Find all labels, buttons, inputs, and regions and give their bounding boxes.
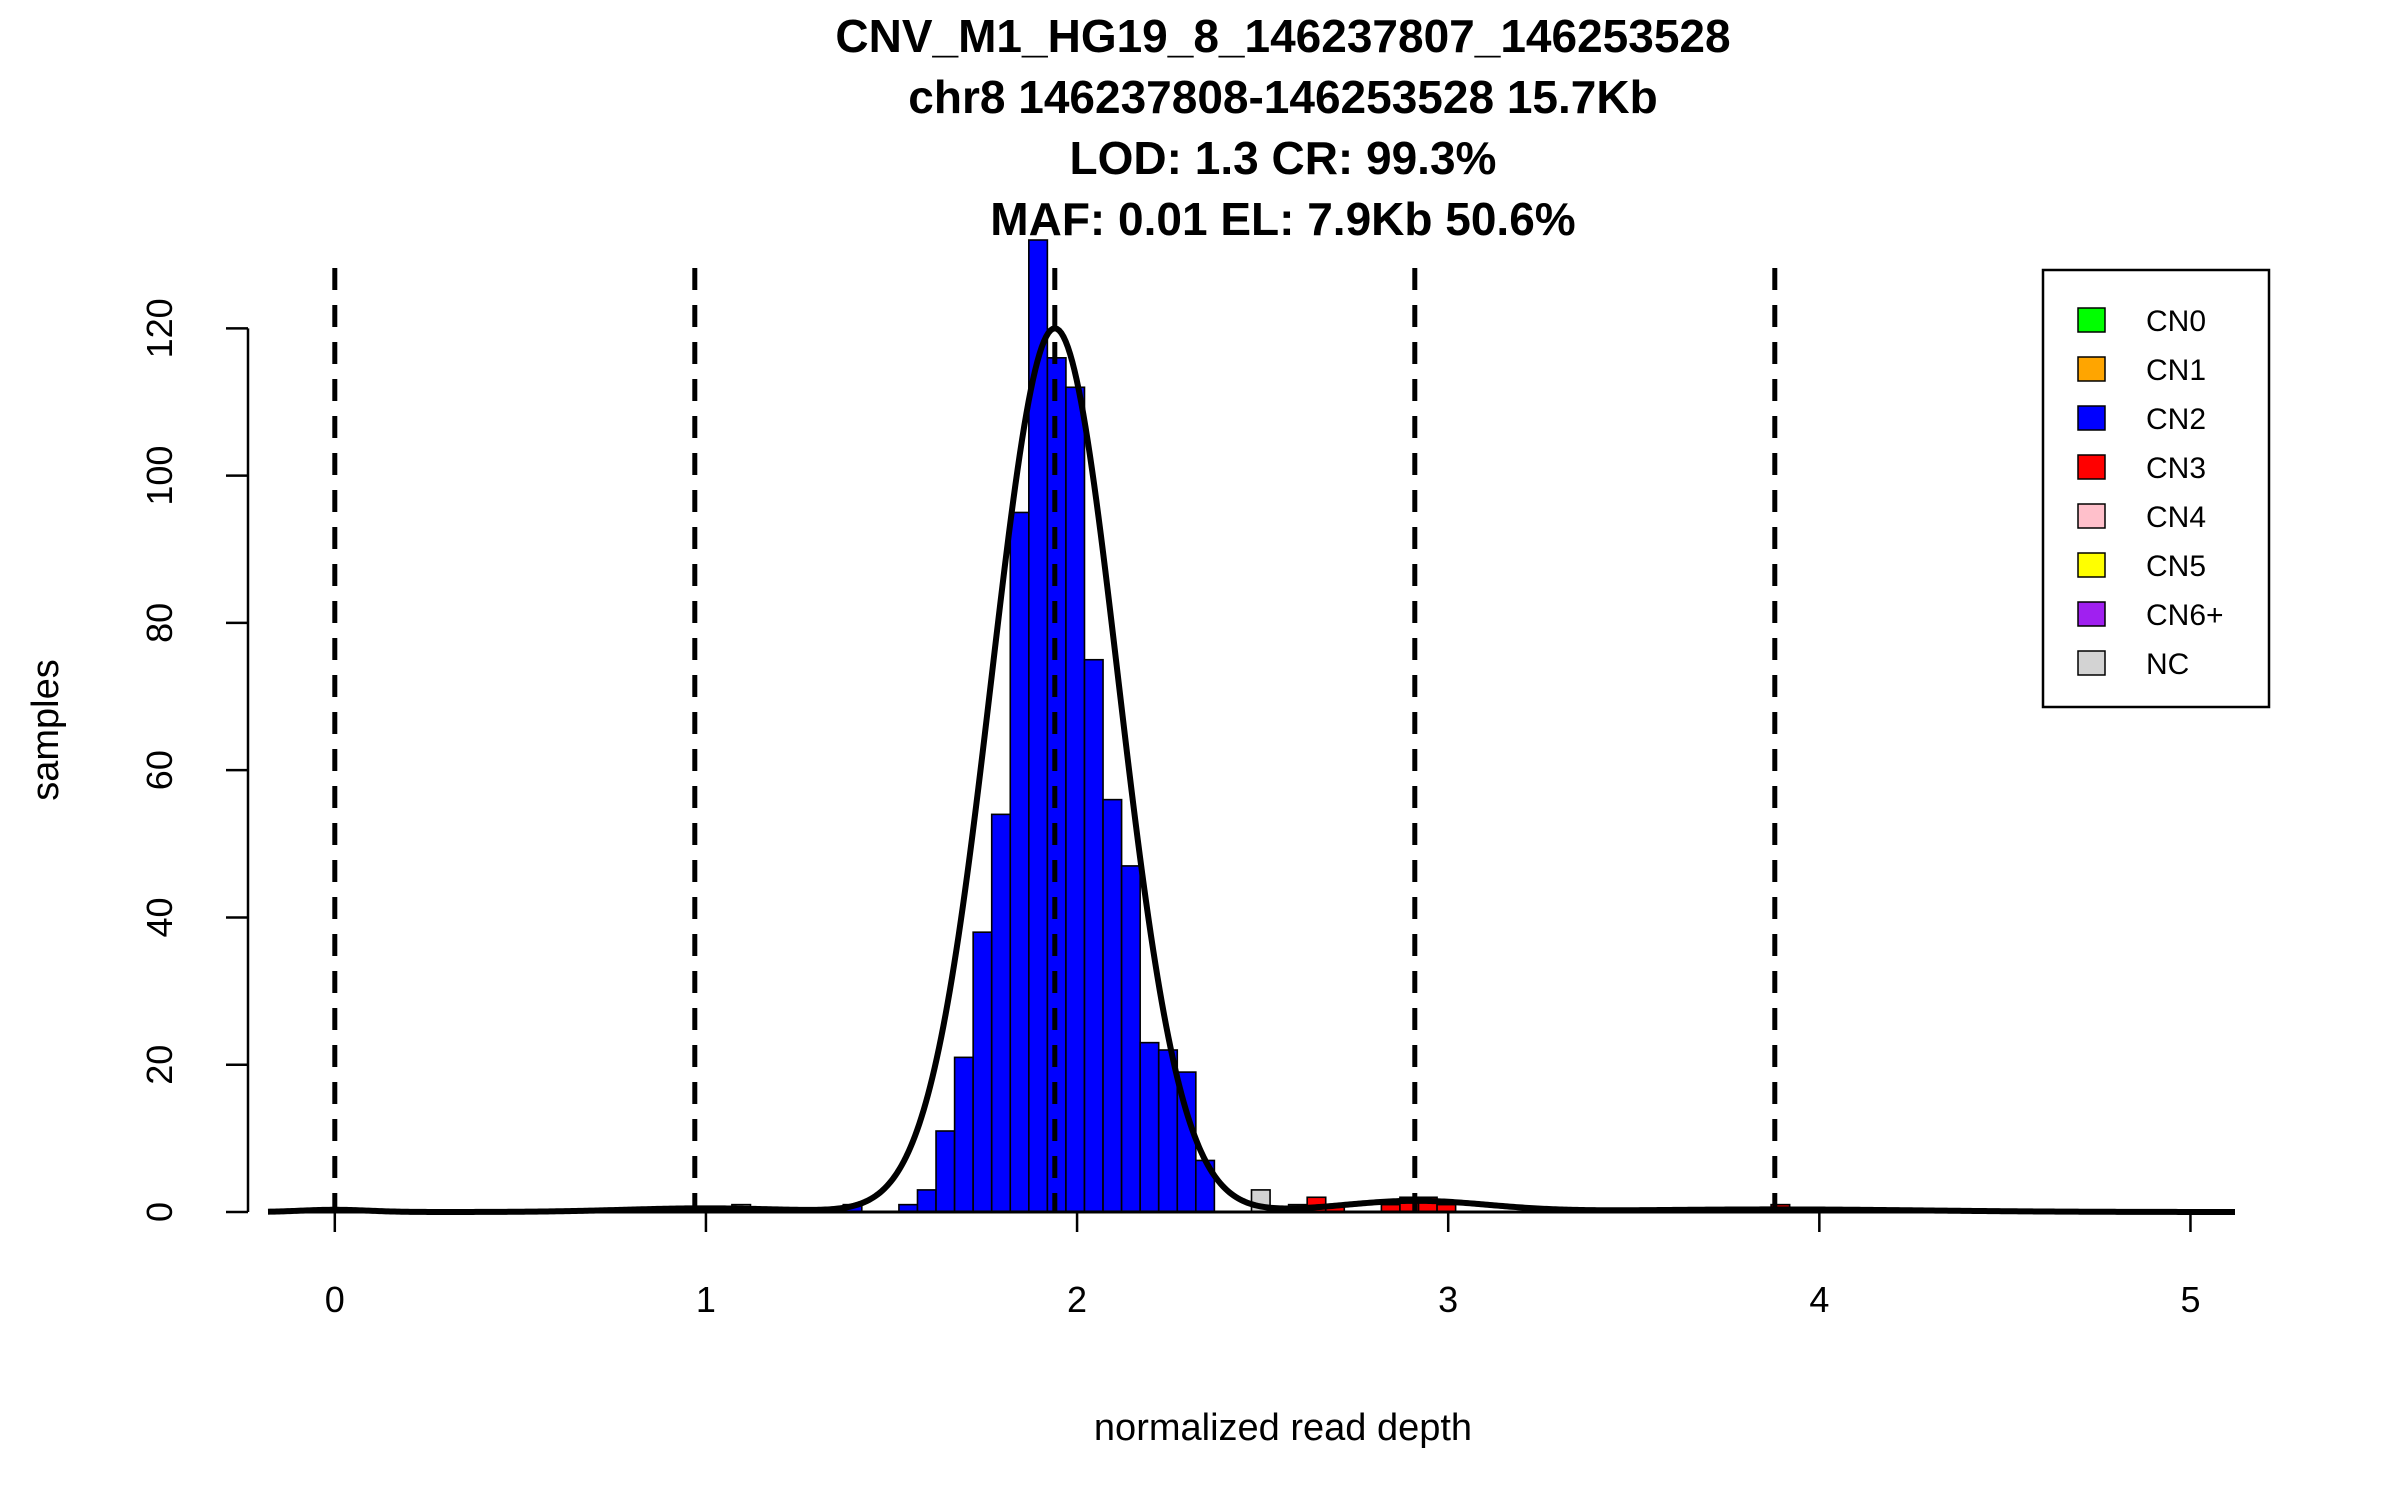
legend-swatch: [2077, 650, 2106, 676]
y-tick-label: 120: [139, 298, 180, 358]
y-tick-label: 80: [139, 603, 180, 643]
legend-label: CN2: [2146, 403, 2206, 436]
density-curve: [267, 325, 2235, 1215]
legend-box: [2041, 268, 2271, 709]
x-tick-label: 4: [1809, 1279, 1829, 1320]
histogram-bar: [1009, 511, 1030, 1213]
y-axis: 0 20 40 60 80 100 120: [139, 298, 250, 1222]
x-axis: 0 1 2 3 4 5: [268, 1210, 2235, 1320]
histogram-bar: [916, 1189, 937, 1213]
histogram-bar: [953, 1056, 974, 1213]
legend-label: CN0: [2146, 305, 2206, 338]
legend-swatch: [2077, 307, 2106, 333]
x-tick-label: 5: [2180, 1279, 2200, 1320]
axis-titles: normalized read depth samples: [25, 659, 1472, 1449]
x-tick-label: 3: [1438, 1279, 1458, 1320]
x-tick-label: 1: [696, 1279, 716, 1320]
chart-title: CNV_M1_HG19_8_146237807_146253528 chr8 14…: [835, 10, 1730, 245]
histogram-bar: [1083, 658, 1104, 1213]
legend-label: CN1: [2146, 354, 2206, 387]
title-line-3: LOD: 1.3 CR: 99.3%: [1070, 132, 1497, 184]
x-tick-label: 2: [1067, 1279, 1087, 1320]
y-tick-label: 20: [139, 1045, 180, 1085]
x-tick-label: 0: [325, 1279, 345, 1320]
y-tick-label: 60: [139, 750, 180, 790]
histogram-bar: [1102, 798, 1123, 1213]
title-line-4: MAF: 0.01 EL: 7.9Kb 50.6%: [990, 193, 1575, 245]
y-tick-label: 100: [139, 446, 180, 506]
density-curve-group: [267, 325, 2235, 1215]
title-line-1: CNV_M1_HG19_8_146237807_146253528: [835, 10, 1730, 62]
legend-swatch: [2077, 503, 2106, 529]
y-axis-label: samples: [25, 659, 67, 801]
histogram-bar: [1120, 865, 1141, 1213]
legend-swatch: [2077, 454, 2106, 480]
histogram-bar: [972, 931, 993, 1213]
legend-label: CN6+: [2146, 599, 2224, 632]
histogram-bar: [1139, 1041, 1160, 1213]
legend-swatch: [2077, 356, 2106, 382]
x-axis-label: normalized read depth: [1094, 1407, 1472, 1449]
legend-label: NC: [2146, 648, 2189, 681]
y-tick-label: 40: [139, 897, 180, 937]
histogram-bar: [935, 1130, 956, 1213]
legend-label: CN5: [2146, 550, 2206, 583]
histogram-bars: [731, 239, 1791, 1213]
title-line-2: chr8 146237808-146253528 15.7Kb: [908, 71, 1657, 123]
legend-swatch: [2077, 601, 2106, 627]
legend: CN0 CN1 CN2 CN3 CN4 CN5 CN6+ NC: [2041, 268, 2271, 709]
copy-number-dashed-lines: [332, 268, 1778, 1212]
legend-label: CN4: [2146, 501, 2206, 534]
histogram-bar: [1065, 386, 1086, 1213]
histogram-bar: [990, 813, 1012, 1213]
y-tick-label: 0: [139, 1202, 180, 1222]
legend-swatch: [2077, 552, 2106, 578]
legend-label: CN3: [2146, 452, 2206, 485]
legend-swatch: [2077, 405, 2106, 431]
